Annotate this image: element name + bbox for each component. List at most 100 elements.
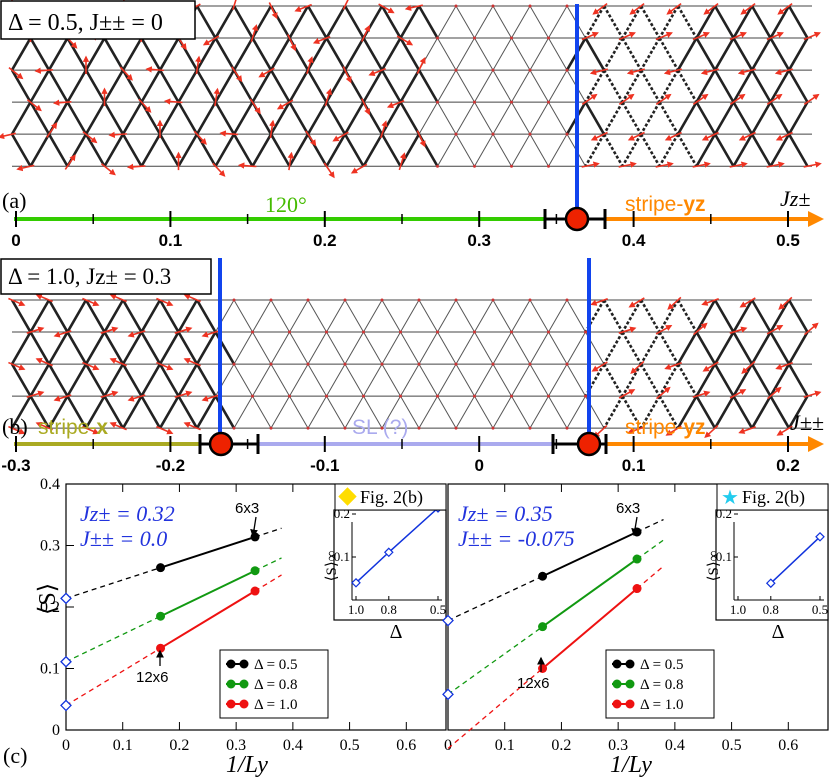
spin-arrow — [692, 31, 710, 41]
lattice-bond — [437, 69, 457, 103]
lattice-bond — [455, 5, 475, 39]
spin-arrow — [591, 361, 608, 372]
inset-x-tick-label: 1.0 — [348, 602, 364, 617]
lattice-bond — [66, 331, 88, 365]
param2-left: J±± = 0.0 — [80, 526, 167, 551]
lattice-bond — [529, 37, 549, 71]
inset-point — [815, 531, 825, 542]
y-tick-label: 0 — [52, 722, 60, 739]
lattice-bond — [29, 133, 51, 167]
spin-arrow — [183, 422, 201, 431]
spin-arrow — [35, 422, 53, 431]
lattice-bond — [529, 5, 549, 39]
lattice-bond — [750, 5, 772, 39]
lattice-bond — [214, 69, 236, 103]
inset-xlabel: Δ — [772, 621, 785, 643]
lattice-bond — [566, 331, 586, 365]
spin-arrow — [174, 326, 193, 334]
lattice-bond — [140, 395, 162, 429]
spin-site — [362, 394, 365, 398]
extrapolation-line — [447, 575, 543, 622]
spin-site — [399, 394, 402, 398]
lattice-bond — [676, 299, 698, 333]
lattice-bond — [621, 37, 643, 71]
lattice-bond — [529, 331, 549, 365]
lattice-bond — [695, 5, 717, 39]
lattice-bond — [121, 133, 143, 167]
lattice-bond — [621, 69, 643, 103]
lattice-bond — [252, 299, 272, 333]
extrap-diamond — [60, 699, 72, 712]
data-line — [541, 558, 638, 628]
diamond-icon — [338, 487, 357, 506]
spin-site — [454, 4, 458, 8]
lattice-bond — [769, 395, 791, 429]
lattice-bond — [695, 395, 717, 429]
spin-arrow — [589, 68, 608, 76]
spin-arrow — [53, 394, 72, 402]
lattice-bond — [621, 299, 643, 333]
lattice-bond — [602, 37, 624, 71]
lattice-bond — [639, 363, 661, 397]
lattice-bond — [750, 395, 772, 429]
lattice-bond — [639, 395, 661, 429]
lattice-bond — [658, 299, 680, 333]
lattice-bond — [66, 69, 88, 103]
lattice-bond — [289, 299, 309, 333]
panel-label-c: (c) — [3, 743, 27, 768]
spin-arrow — [628, 297, 645, 308]
x-tick-label: 0.3 — [226, 737, 246, 754]
x-tick-label: 0.4 — [283, 737, 303, 754]
lattice-bond — [658, 395, 680, 429]
lattice-bond — [566, 363, 586, 397]
spin-arrow — [778, 296, 793, 310]
phase-stripe-yz-b: stripe-yz — [625, 416, 706, 439]
inset-x-tick-label: 0.8 — [381, 602, 397, 617]
star-icon: ★ — [721, 487, 739, 509]
lattice-bond — [344, 363, 364, 397]
lattice-bond — [195, 133, 217, 167]
lattice-bond — [474, 363, 494, 397]
spin-site — [528, 68, 532, 72]
tick-label: -0.2 — [156, 456, 185, 475]
spin-arrow — [145, 66, 164, 73]
lattice-bond — [214, 5, 236, 39]
lattice-bond — [158, 299, 180, 333]
data-point — [250, 586, 260, 596]
lattice-bond — [400, 331, 420, 365]
lattice-bond — [455, 101, 475, 135]
lattice-bond — [787, 37, 809, 71]
x-tick-label: 0.5 — [722, 737, 742, 754]
spin-arrow — [803, 390, 822, 399]
lattice-bond — [177, 395, 199, 429]
spin-site — [565, 362, 569, 366]
lattice-bond — [511, 331, 531, 365]
spin-arrow — [294, 3, 312, 12]
lattice-bond — [639, 133, 661, 167]
lattice-bond — [750, 69, 772, 103]
lattice-bond — [177, 69, 199, 103]
panel-b: Δ = 1.0, Jz± = 0.3 (b) stripe-x SL (?) s… — [0, 258, 824, 475]
lattice-bond — [270, 299, 290, 333]
spin-arrow — [82, 131, 98, 144]
spin-arrow — [64, 154, 76, 170]
spin-site — [380, 426, 384, 430]
inset-x-tick-label: 0.5 — [430, 602, 446, 617]
lattice-bond — [418, 101, 438, 135]
lattice-bond — [787, 299, 809, 333]
spin-arrow — [258, 67, 275, 78]
lattice-bond — [400, 299, 420, 333]
data-point — [156, 611, 166, 621]
spin-site — [510, 36, 513, 40]
lattice-bond — [713, 395, 735, 429]
spin-arrow — [693, 322, 708, 336]
lattice-bond — [121, 363, 143, 397]
tick-label: 0.4 — [622, 231, 646, 250]
spin-site — [306, 426, 310, 430]
spin-site — [380, 362, 384, 366]
spin-site — [269, 426, 273, 430]
param2-right: J±± = -0.075 — [458, 526, 575, 551]
xlabel-left: 1/Ly — [226, 752, 268, 778]
inset-badge-right — [716, 483, 829, 511]
spin-arrow — [386, 99, 405, 109]
